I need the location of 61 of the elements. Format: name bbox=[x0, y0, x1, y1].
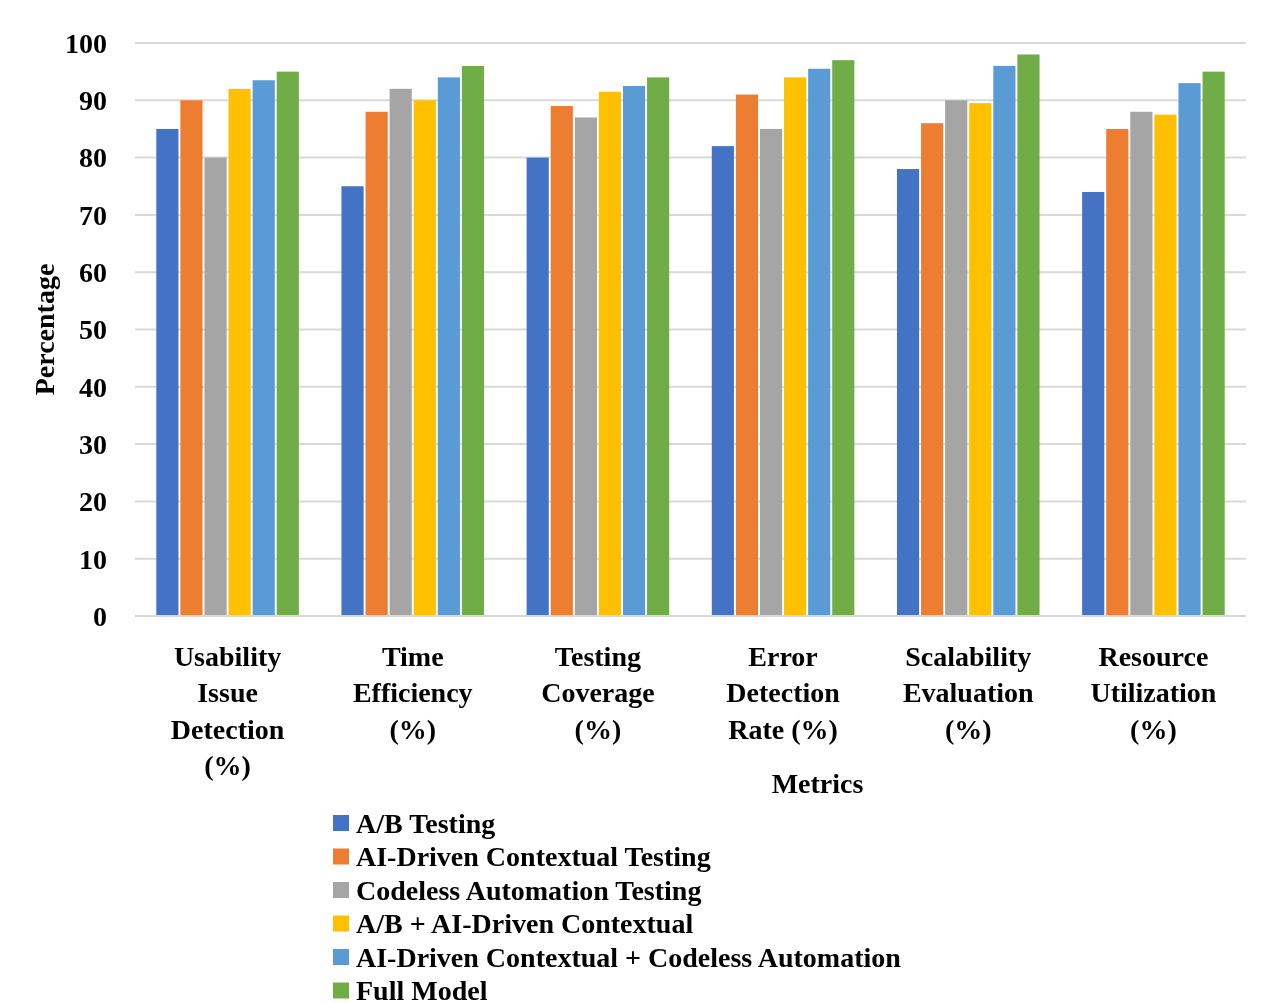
bar bbox=[808, 68, 831, 616]
bar bbox=[228, 88, 251, 616]
legend-label: AI-Driven Contextual Testing bbox=[356, 841, 711, 873]
x-tick-label: Usability Issue Detection (%) bbox=[170, 640, 285, 782]
y-tick-label: 90 bbox=[79, 85, 107, 117]
legend-label: AI-Driven Contextual + Codeless Automation bbox=[356, 941, 902, 973]
legend-label: A/B + AI-Driven Contextual bbox=[356, 908, 694, 940]
bar bbox=[550, 106, 573, 616]
bar bbox=[461, 65, 485, 616]
bar bbox=[389, 88, 412, 616]
bar bbox=[784, 77, 807, 616]
bar bbox=[1154, 114, 1177, 616]
y-tick-label: 70 bbox=[79, 199, 107, 231]
y-tick-label: 60 bbox=[79, 257, 107, 288]
bar bbox=[1106, 128, 1129, 616]
bar bbox=[969, 103, 992, 616]
x-axis-title: Metrics bbox=[771, 767, 864, 799]
bar bbox=[598, 91, 622, 616]
x-tick-label: Scalability Evaluation (%) bbox=[902, 640, 1035, 745]
bar bbox=[921, 123, 944, 616]
bar bbox=[1082, 191, 1105, 616]
y-tick-label: 100 bbox=[65, 27, 107, 59]
bar bbox=[832, 60, 855, 616]
y-tick-label: 40 bbox=[79, 371, 107, 403]
bar bbox=[647, 77, 670, 616]
bar bbox=[1017, 54, 1040, 616]
y-axis-title: Percentage bbox=[28, 263, 60, 396]
bar bbox=[276, 71, 299, 616]
legend-label: Codeless Automation Testing bbox=[356, 874, 702, 906]
bar bbox=[759, 128, 783, 616]
legend-label: A/B Testing bbox=[356, 807, 496, 839]
bar bbox=[156, 128, 179, 616]
x-tick-label: Time Efficiency (%) bbox=[352, 640, 473, 745]
bar bbox=[896, 169, 920, 616]
y-tick-label: 10 bbox=[79, 543, 107, 575]
bar bbox=[180, 100, 203, 616]
bar bbox=[945, 100, 968, 616]
x-tick-label: Resource Utilization (%) bbox=[1090, 640, 1217, 745]
x-tick-label: Testing Coverage (%) bbox=[541, 640, 655, 745]
bar bbox=[413, 100, 436, 616]
legend-label: Full Model bbox=[356, 975, 488, 1003]
bar bbox=[993, 65, 1016, 616]
bar bbox=[526, 157, 549, 616]
y-tick-label: 20 bbox=[79, 486, 107, 518]
bar bbox=[1202, 71, 1225, 616]
bar bbox=[252, 80, 275, 616]
bar bbox=[341, 186, 364, 616]
bar bbox=[204, 157, 227, 616]
y-tick-label: 50 bbox=[79, 314, 107, 346]
bar bbox=[735, 94, 759, 616]
y-tick-label: 30 bbox=[79, 428, 107, 460]
bar bbox=[1178, 83, 1201, 616]
bar bbox=[365, 111, 388, 616]
bar bbox=[574, 117, 597, 616]
y-tick-label: 80 bbox=[79, 142, 107, 174]
x-tick-label: Error Detection Rate (%) bbox=[726, 640, 841, 745]
bar bbox=[622, 85, 646, 616]
bar bbox=[711, 146, 734, 616]
bar bbox=[1130, 111, 1153, 616]
y-tick-label: 0 bbox=[93, 600, 107, 632]
bar bbox=[437, 77, 460, 616]
